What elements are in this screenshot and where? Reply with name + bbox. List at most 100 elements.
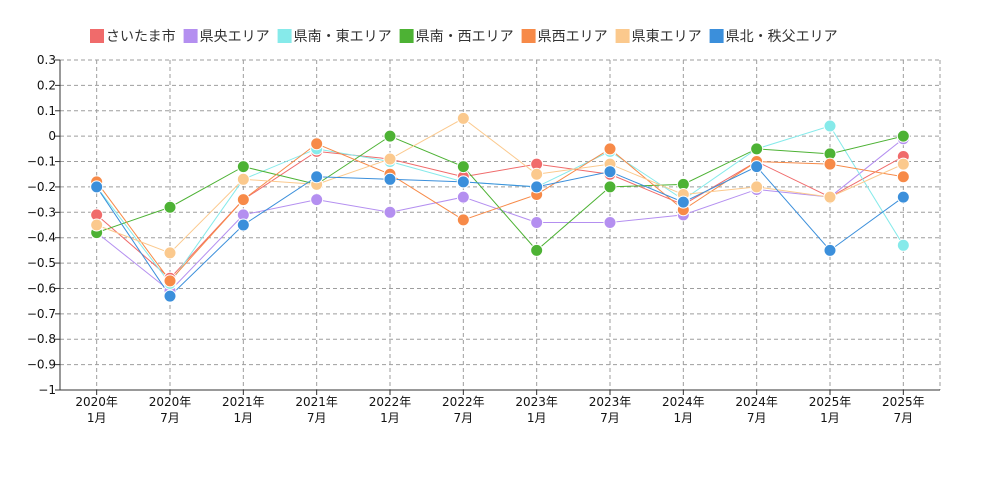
y-axis-ticks: 0.3 0.2 0.1 0 −0.1 −0.2 −0.3 −0.4 −0.5 −0.6 −0.7 −0… — [27, 53, 60, 397]
legend-item[interactable]: 県南・東エリア — [277, 29, 392, 45]
legend: さいたま市 県央エリア 県南・東エリア 県南・西エリア 県西エリア 県東エリア 県北・秩父エ… — [90, 28, 838, 45]
data-point — [750, 160, 764, 174]
data-point — [236, 172, 250, 186]
data-point — [310, 170, 324, 184]
y-tick-label: −0.4 — [27, 231, 56, 245]
legend-swatch — [90, 29, 104, 43]
data-point — [823, 157, 837, 171]
x-tick-label: 2021年 — [222, 395, 265, 409]
x-tick-label: 7月 — [600, 411, 620, 425]
data-point — [163, 246, 177, 260]
x-tick-label: 2022年 — [369, 395, 412, 409]
series-line — [96, 150, 904, 280]
x-tick-label: 2021年 — [295, 395, 338, 409]
y-tick-label: −0.5 — [27, 256, 56, 270]
series-1-points — [90, 144, 910, 285]
x-tick-label: 1月 — [234, 411, 254, 425]
y-tick-label: −0.3 — [27, 205, 56, 219]
series-4 — [96, 135, 904, 252]
data-point — [750, 180, 764, 194]
y-tick-label: 0.3 — [37, 53, 56, 67]
legend-item[interactable]: 県南・西エリア — [399, 29, 514, 45]
data-point — [163, 289, 177, 303]
series-2 — [96, 138, 904, 292]
data-point — [896, 129, 910, 143]
data-point — [603, 215, 617, 229]
data-point — [530, 243, 544, 257]
x-tick-label: 2024年 — [662, 395, 705, 409]
legend-label: 県央エリア — [200, 29, 270, 45]
data-point — [896, 170, 910, 184]
x-tick-label: 1月 — [674, 411, 694, 425]
data-point — [456, 160, 470, 174]
data-point — [310, 137, 324, 151]
x-tick-label: 1月 — [527, 411, 547, 425]
legend-item[interactable]: 県央エリア — [183, 29, 270, 45]
x-tick-label: 2025年 — [809, 395, 852, 409]
legend-item[interactable]: 県西エリア — [521, 29, 608, 45]
legend-swatch — [521, 29, 536, 43]
series-line — [96, 135, 904, 252]
data-point — [310, 193, 324, 207]
series-7 — [96, 165, 904, 297]
data-point — [823, 119, 837, 133]
data-point — [236, 218, 250, 232]
y-tick-label: 0 — [48, 129, 56, 143]
data-point — [603, 165, 617, 179]
legend-label: 県北・秩父エリア — [726, 29, 838, 45]
x-tick-label: 7月 — [160, 411, 180, 425]
x-tick-label: 7月 — [307, 411, 327, 425]
x-tick-label: 2023年 — [589, 395, 632, 409]
data-point — [530, 215, 544, 229]
data-point — [530, 167, 544, 181]
data-point — [383, 172, 397, 186]
x-tick-label: 2023年 — [515, 395, 558, 409]
y-tick-label: −0.6 — [27, 281, 56, 295]
data-point — [456, 190, 470, 204]
legend-item[interactable]: 県北・秩父エリア — [709, 29, 838, 45]
data-point — [603, 180, 617, 194]
data-point — [163, 274, 177, 288]
y-tick-label: −1 — [38, 383, 56, 397]
legend-item[interactable]: さいたま市 — [90, 28, 176, 45]
data-point — [236, 160, 250, 174]
legend-label: さいたま市 — [106, 28, 176, 45]
data-point — [896, 157, 910, 171]
x-tick-label: 7月 — [747, 411, 767, 425]
series-line — [96, 165, 904, 297]
x-tick-label: 1月 — [820, 411, 840, 425]
y-tick-label: −0.2 — [27, 180, 56, 194]
series-line — [96, 117, 904, 254]
data-point — [603, 142, 617, 156]
y-tick-label: −0.8 — [27, 332, 56, 346]
x-tick-label: 2022年 — [442, 395, 485, 409]
data-point — [823, 243, 837, 257]
series-3-points — [90, 119, 910, 290]
y-tick-label: −0.9 — [27, 358, 56, 372]
series-line — [96, 138, 904, 292]
data-point — [90, 218, 104, 232]
data-point — [456, 213, 470, 227]
series-7-points — [90, 160, 910, 303]
legend-swatch — [183, 29, 198, 43]
series-1 — [96, 150, 904, 280]
series-6-points — [90, 111, 910, 260]
series-5-points — [90, 137, 910, 288]
y-tick-label: 0.2 — [37, 78, 56, 92]
x-axis-ticks: 2020年 1月 2020年 7月 2021年 1月 2021年 7月 2022年 1月 2022年… — [75, 390, 925, 425]
x-tick-label: 2025年 — [882, 395, 925, 409]
x-tick-label: 7月 — [454, 411, 474, 425]
legend-item[interactable]: 県東エリア — [615, 29, 702, 45]
data-point — [236, 193, 250, 207]
y-tick-label: −0.7 — [27, 307, 56, 321]
axes — [59, 60, 940, 391]
legend-label: 県西エリア — [538, 29, 608, 45]
legend-label: 県南・西エリア — [416, 29, 514, 45]
series-layer — [90, 111, 910, 303]
legend-swatch — [399, 29, 414, 43]
data-point — [90, 180, 104, 194]
data-point — [383, 205, 397, 219]
data-point — [896, 238, 910, 252]
data-point — [456, 111, 470, 125]
grid-lines — [60, 59, 941, 390]
